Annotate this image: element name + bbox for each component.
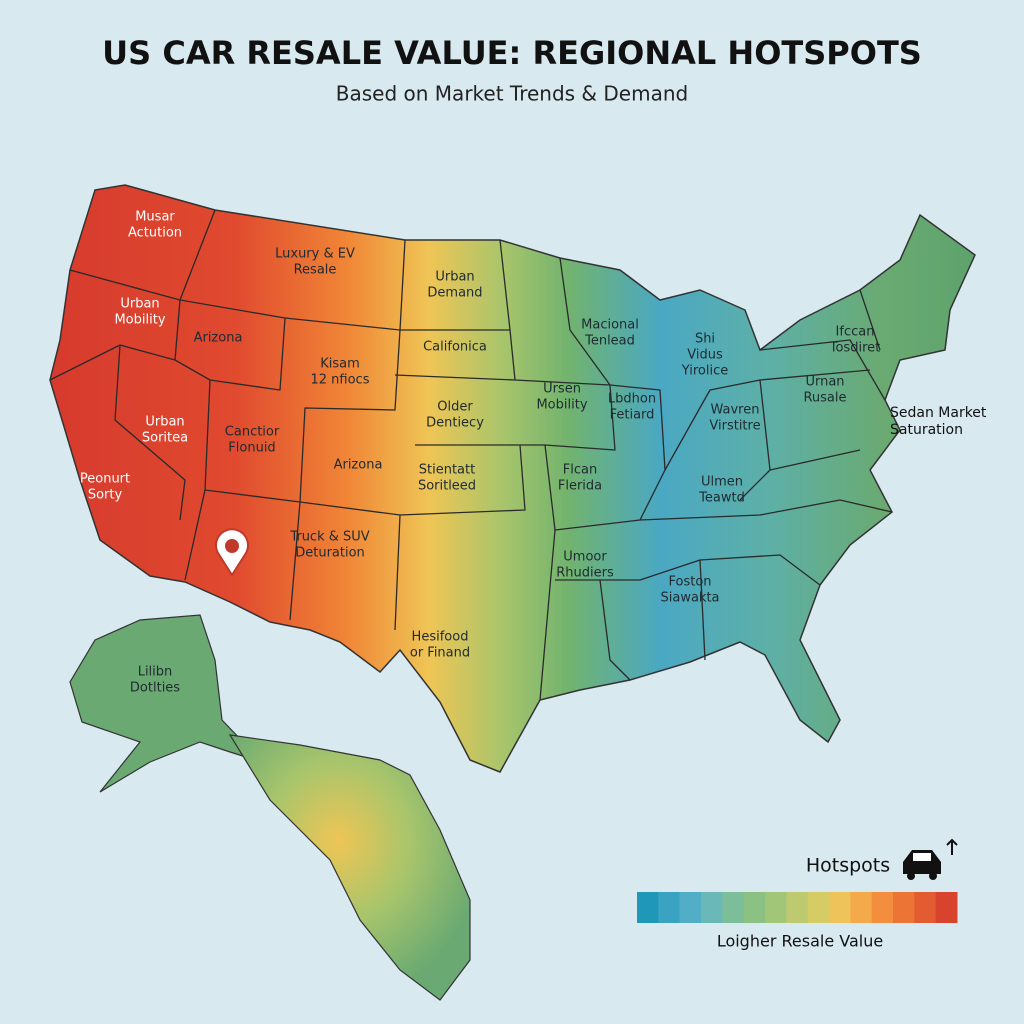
region-label: Canctior xyxy=(225,425,280,440)
legend-swatch xyxy=(679,892,702,923)
region-label: Sorty xyxy=(88,488,123,503)
legend-bar xyxy=(637,892,958,923)
region-label: Ulmen xyxy=(701,475,743,490)
region-label: Hesifood xyxy=(412,630,469,645)
region-label: Flerida xyxy=(558,479,602,494)
region-label: Urban xyxy=(435,270,474,285)
region-label: Siawakta xyxy=(660,591,719,606)
region-label: Macional xyxy=(581,318,639,333)
region-label: Urban xyxy=(120,297,159,312)
legend-swatch xyxy=(701,892,723,923)
legend-swatch xyxy=(871,892,894,923)
region-label: Mobility xyxy=(536,398,587,413)
florida-inset xyxy=(228,734,471,1001)
alaska xyxy=(69,614,265,793)
region-label: Foston xyxy=(668,575,711,590)
region-label: Arizona xyxy=(334,458,383,473)
region-label: Flcan xyxy=(563,463,597,478)
region-label: Califonica xyxy=(423,340,487,355)
region-label: Truck & SUV xyxy=(289,530,369,545)
region-label: Stientatt xyxy=(419,463,475,478)
region-label: Flonuid xyxy=(228,441,275,456)
legend: Hotspots Loigher Resale Value xyxy=(637,838,958,951)
region-label: Soritleed xyxy=(418,479,476,494)
region-label: Vidus xyxy=(687,348,723,363)
region-label: Resale xyxy=(294,263,337,278)
legend-swatch xyxy=(850,892,873,923)
region-label: Mobility xyxy=(114,313,165,328)
region-label: Shi xyxy=(695,332,715,347)
legend-swatch xyxy=(893,892,915,923)
region-label: Yirolice xyxy=(681,364,728,379)
region-label: Virstitre xyxy=(709,419,760,434)
region-label: Umoor xyxy=(563,550,607,565)
map-subtitle: Based on Market Trends & Demand xyxy=(336,82,688,106)
region-label: Actution xyxy=(128,226,182,241)
legend-swatch xyxy=(935,892,958,923)
location-pin xyxy=(215,528,249,577)
region-label: Ifccan xyxy=(836,325,875,340)
region-label: Peonurt xyxy=(80,472,130,487)
region-label: Urban xyxy=(145,415,184,430)
car-icon xyxy=(903,838,958,880)
region-label: Kisam xyxy=(320,357,360,372)
region-label: Tosdiret xyxy=(829,341,880,356)
callout-label: Sedan Market xyxy=(890,405,987,421)
region-label: Musar xyxy=(135,210,175,225)
legend-swatch xyxy=(807,892,830,923)
region-label: Wavren xyxy=(711,403,760,418)
region-label: Dotlties xyxy=(130,681,180,696)
map-title: US CAR RESALE VALUE: REGIONAL HOTSPOTS xyxy=(102,34,922,72)
region-label: Ursen xyxy=(543,382,581,397)
legend-swatch xyxy=(722,892,745,923)
legend-swatch xyxy=(637,892,659,923)
region-label: Tenlead xyxy=(584,334,635,349)
legend-swatch xyxy=(786,892,809,923)
legend-swatch xyxy=(829,892,851,923)
region-label: Arizona xyxy=(194,331,243,346)
legend-title: Hotspots xyxy=(806,855,890,877)
us-mainland xyxy=(49,184,976,773)
legend-swatch xyxy=(765,892,787,923)
region-label: Deturation xyxy=(295,546,365,561)
region-label: Dentiecy xyxy=(426,416,484,431)
region-label: Lbdhon xyxy=(608,392,656,407)
region-label: Demand xyxy=(427,286,482,301)
region-label: Rhudiers xyxy=(556,566,614,581)
region-label: Luxury & EV xyxy=(275,247,355,262)
region-label: Rusale xyxy=(803,391,846,406)
region-label: Older xyxy=(437,400,473,415)
region-label: or Finand xyxy=(410,646,470,661)
region-label: 12 nfiocs xyxy=(311,373,370,388)
region-label: Teawtd xyxy=(698,491,745,506)
legend-caption: Loigher Resale Value xyxy=(717,932,883,951)
legend-swatch xyxy=(658,892,681,923)
region-label: Urnan xyxy=(805,375,844,390)
legend-swatch xyxy=(743,892,766,923)
region-label: Fetiard xyxy=(610,408,655,423)
legend-swatch xyxy=(914,892,937,923)
region-label: Soritea xyxy=(142,431,188,446)
region-label: Lilibn xyxy=(138,665,173,680)
callout-label: Saturation xyxy=(890,422,963,438)
state-borders xyxy=(49,209,893,701)
